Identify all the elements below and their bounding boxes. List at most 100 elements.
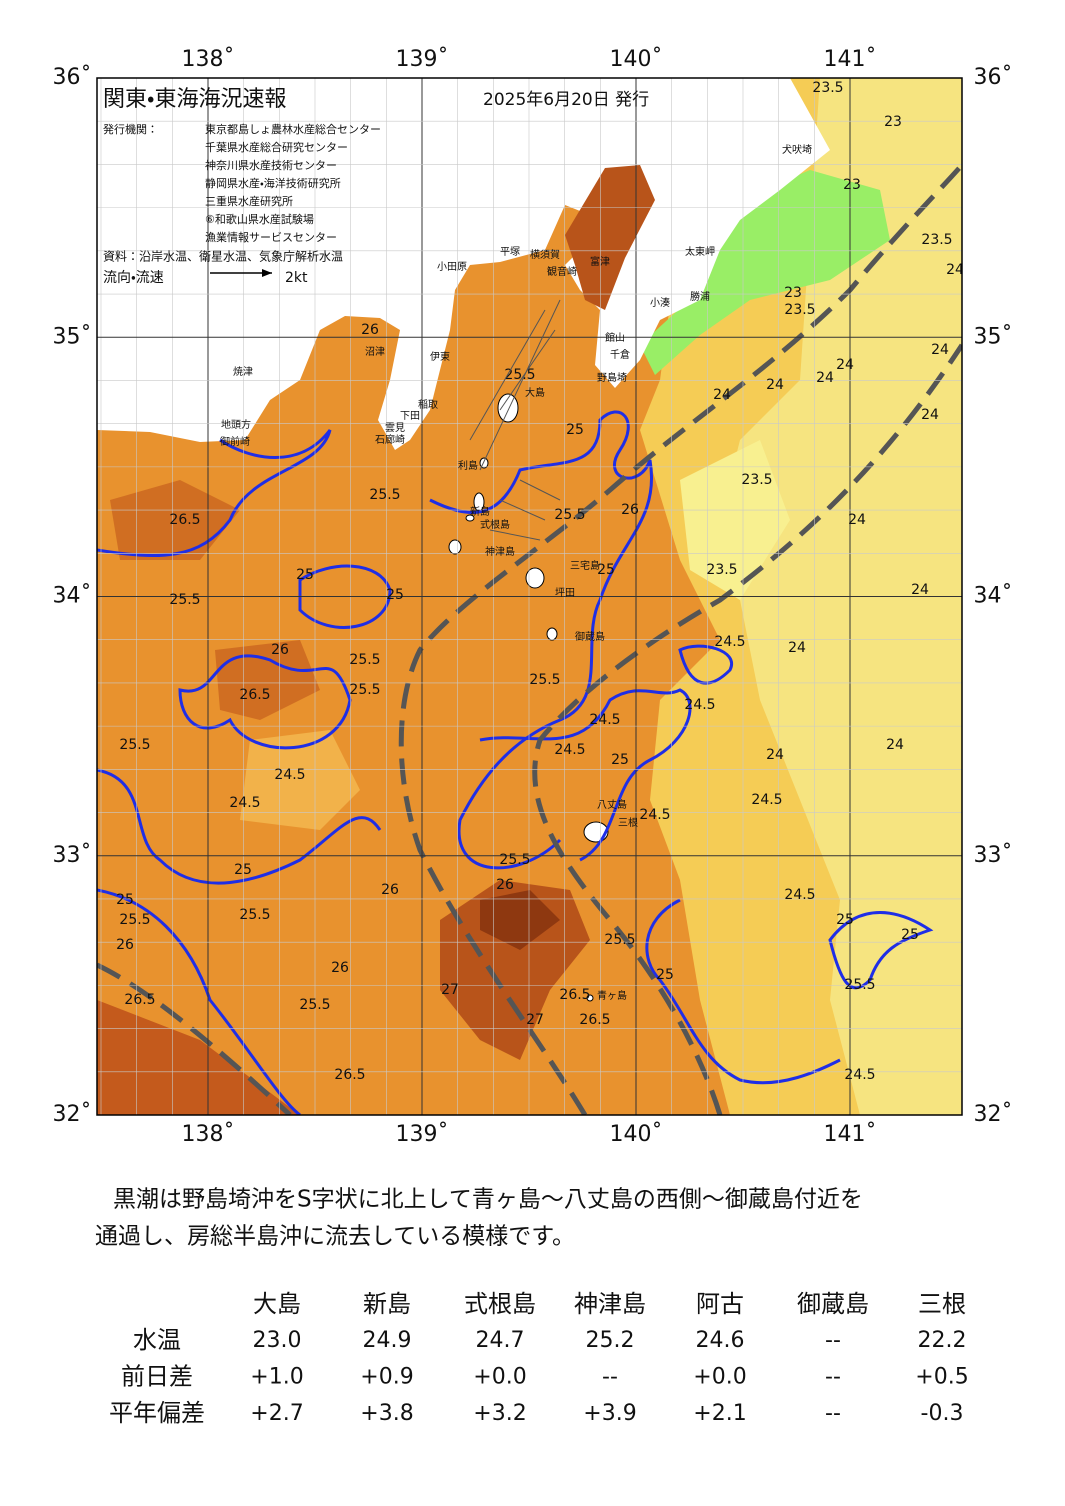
place-name: 利島 [458, 459, 478, 472]
contour-label: 25.5 [169, 592, 200, 608]
column-header: 大島 [253, 1290, 301, 1318]
place-name: 小湊 [650, 296, 670, 309]
x-tick-label: 139˚ [396, 47, 449, 72]
contour-label: 24 [836, 357, 854, 373]
contour-label: 25 [566, 422, 584, 438]
contour-label: 26.5 [559, 987, 590, 1003]
contour-label: 25.5 [349, 652, 380, 668]
place-name: 三根 [618, 816, 638, 829]
table-cell: 22.2 [918, 1328, 967, 1353]
contour-label: 24 [816, 370, 834, 386]
contour-label: 24 [713, 387, 731, 403]
y-tick-label: 34˚ [53, 584, 92, 609]
place-name: 千倉 [610, 349, 630, 361]
sea-hot [215, 640, 320, 720]
contour-label: 25.5 [349, 682, 380, 698]
table-cell: -- [602, 1365, 618, 1390]
table-cell: +0.0 [693, 1365, 746, 1390]
place-name: 雲見 [385, 422, 405, 434]
contour-label: 25.5 [299, 997, 330, 1013]
contour-label: 26 [621, 502, 639, 518]
place-name: 館山 [605, 331, 625, 344]
x-tick-label: 139˚ [396, 1122, 449, 1147]
contour-label: 27 [441, 982, 459, 998]
place-name: 青ヶ島 [597, 989, 627, 1002]
contour-label: 26 [361, 322, 379, 338]
table-cell: -0.3 [921, 1401, 964, 1426]
contour-label: 26 [496, 877, 514, 893]
x-tick-label: 140˚ [610, 47, 663, 72]
contour-label: 25 [234, 862, 252, 878]
contour-label: 24.5 [229, 795, 260, 811]
contour-label: 23.5 [812, 80, 843, 96]
place-name: 焼津 [233, 366, 253, 378]
contour-label: 24.5 [751, 792, 782, 808]
contour-label: 25.5 [504, 367, 535, 383]
table-cell: -- [825, 1365, 841, 1390]
column-header: 新島 [363, 1290, 411, 1318]
place-name: 地頭方 [221, 418, 251, 431]
issuer: 千葉県水産総合研究センター [205, 140, 348, 154]
issuer: 漁業情報サービスセンター [205, 230, 337, 244]
contour-label: 25 [296, 567, 314, 583]
contour-label: 25 [597, 562, 615, 578]
y-tick-label: 33˚ [53, 843, 92, 868]
bay [310, 325, 395, 430]
place-name: 稲取 [418, 399, 438, 411]
contour-label: 26 [271, 642, 289, 658]
contour-label: 25.5 [499, 852, 530, 868]
table-cell: +3.2 [473, 1401, 526, 1426]
issuer: 静岡県水産・海洋技術研究所 [205, 176, 341, 190]
row-header: 前日差 [121, 1363, 193, 1391]
table-cell: +2.7 [250, 1401, 303, 1426]
map-header: 関東・東海海況速報 2025年6月20日 発行 発行機関： 東京都島しょ農林水産… [103, 87, 649, 286]
summary-line: 通過し、房総半島沖に流去している模様です。 [95, 1224, 575, 1250]
table-cell: 23.0 [253, 1328, 302, 1353]
table-cell: -- [825, 1401, 841, 1426]
contour-label: 24 [766, 377, 784, 393]
table-cell: 24.9 [363, 1328, 412, 1353]
sea-cold [640, 170, 890, 375]
place-name: 横須賀 [530, 248, 560, 261]
column-header: 三根 [918, 1290, 966, 1318]
contour-label: 24.5 [714, 634, 745, 650]
place-name: 伊東 [430, 350, 450, 363]
issuer-label: 発行機関： [103, 122, 158, 136]
map-frame [96, 77, 963, 1116]
contour-label: 24 [886, 737, 904, 753]
map-title: 関東・東海海況速報 [103, 87, 286, 112]
issuer: 三重県水産研究所 [205, 194, 293, 208]
contour-label: 25 [116, 892, 134, 908]
place-name: 御前崎 [220, 435, 250, 448]
x-tick-label: 141˚ [824, 47, 877, 72]
y-tick-label: 36˚ [974, 65, 1013, 90]
land [97, 78, 830, 450]
contour-label: 23 [884, 114, 902, 130]
contour-label: 25.5 [844, 977, 875, 993]
place-name: 野島埼 [597, 371, 627, 384]
sea-hot [480, 890, 560, 950]
summary: 黒潮は野島埼沖をS字状に北上して青ヶ島～八丈島の西側～御蔵島付近を 通過し、房総… [90, 1187, 863, 1250]
table-cell: +0.5 [915, 1365, 968, 1390]
place-name: 大島 [525, 386, 545, 399]
contour-label: 26 [331, 960, 349, 976]
column-header: 神津島 [574, 1290, 646, 1318]
contour-label: 24.5 [844, 1067, 875, 1083]
table-cell: 24.6 [696, 1328, 745, 1353]
place-name: 御蔵島 [575, 630, 605, 643]
place-name: 三宅島 [570, 559, 600, 572]
place-name: 八丈島 [597, 798, 627, 811]
contour-label: 26.5 [239, 687, 270, 703]
x-tick-label: 138˚ [182, 47, 235, 72]
table-cell: +3.8 [360, 1401, 413, 1426]
column-header: 御蔵島 [797, 1290, 869, 1318]
flow-scale-arrow-head [262, 269, 272, 277]
place-name: 石廊崎 [375, 433, 405, 446]
issuer: 東京都島しょ農林水産総合センター [205, 122, 381, 136]
contour-label: 26 [116, 937, 134, 953]
y-tick-label: 32˚ [974, 1102, 1013, 1127]
contour-label: 24 [911, 582, 929, 598]
